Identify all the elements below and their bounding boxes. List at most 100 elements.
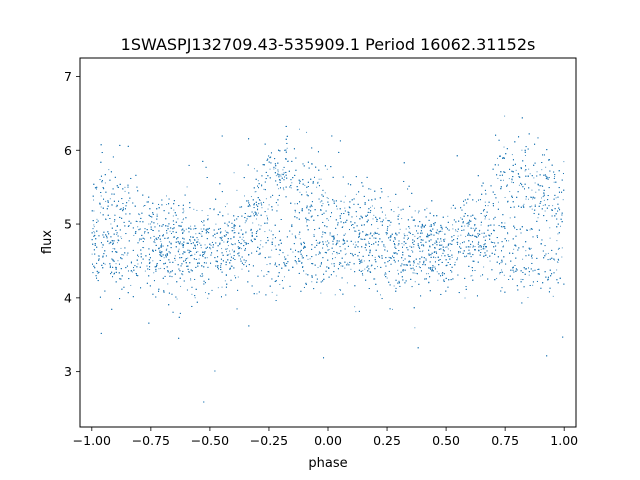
scatter-point xyxy=(160,253,162,255)
scatter-point xyxy=(460,217,462,219)
scatter-point xyxy=(544,210,546,212)
scatter-point xyxy=(425,258,427,260)
scatter-point xyxy=(93,224,95,226)
scatter-point xyxy=(271,291,273,293)
scatter-point xyxy=(379,294,381,296)
scatter-point xyxy=(562,199,564,201)
scatter-point xyxy=(397,269,399,271)
scatter-point xyxy=(385,217,387,219)
scatter-point xyxy=(418,266,420,268)
scatter-point xyxy=(166,237,168,239)
scatter-point xyxy=(280,175,282,177)
scatter-point xyxy=(554,176,556,178)
scatter-point xyxy=(114,214,116,216)
scatter-point xyxy=(361,259,363,261)
scatter-point xyxy=(384,214,386,216)
scatter-point xyxy=(299,238,301,240)
scatter-point xyxy=(237,276,239,278)
scatter-point xyxy=(474,228,476,230)
scatter-point xyxy=(242,236,244,238)
scatter-point xyxy=(336,208,338,210)
scatter-point xyxy=(464,297,466,299)
scatter-point xyxy=(308,219,310,221)
scatter-point xyxy=(191,293,193,295)
scatter-point xyxy=(438,233,440,235)
scatter-point xyxy=(190,225,192,227)
scatter-point xyxy=(417,237,419,239)
scatter-point xyxy=(407,239,409,241)
scatter-point xyxy=(534,197,536,199)
scatter-point xyxy=(414,210,416,212)
scatter-point xyxy=(371,205,373,207)
scatter-point xyxy=(344,254,346,256)
scatter-point xyxy=(194,253,196,255)
scatter-point xyxy=(188,249,190,251)
scatter-point xyxy=(120,236,122,238)
scatter-point xyxy=(391,308,393,310)
scatter-point xyxy=(133,234,135,236)
scatter-point xyxy=(521,149,523,151)
scatter-point xyxy=(534,204,536,206)
scatter-point xyxy=(426,207,428,209)
scatter-point xyxy=(269,168,271,170)
scatter-point xyxy=(272,238,274,240)
scatter-point xyxy=(94,232,96,234)
scatter-point xyxy=(542,196,544,198)
scatter-point xyxy=(364,268,366,270)
scatter-point xyxy=(354,306,356,308)
scatter-point xyxy=(520,278,522,280)
scatter-point xyxy=(202,275,204,277)
scatter-point xyxy=(271,249,273,251)
scatter-point xyxy=(344,267,346,269)
scatter-point xyxy=(257,180,259,182)
scatter-point xyxy=(326,168,328,170)
scatter-point xyxy=(363,238,365,240)
scatter-point xyxy=(413,246,415,248)
scatter-point xyxy=(317,181,319,183)
scatter-point xyxy=(431,234,433,236)
scatter-point xyxy=(190,279,192,281)
scatter-point xyxy=(152,229,154,231)
scatter-point xyxy=(376,218,378,220)
scatter-point xyxy=(386,277,388,279)
scatter-point xyxy=(259,199,261,201)
scatter-point xyxy=(217,287,219,289)
scatter-point xyxy=(100,206,102,208)
scatter-point xyxy=(194,297,196,299)
scatter-point xyxy=(227,213,229,215)
scatter-point xyxy=(109,198,111,200)
scatter-point xyxy=(344,233,346,235)
scatter-point xyxy=(193,208,195,210)
scatter-point xyxy=(275,175,277,177)
scatter-point xyxy=(529,229,531,231)
scatter-point xyxy=(393,285,395,287)
scatter-point xyxy=(124,190,126,192)
scatter-point xyxy=(197,239,199,241)
scatter-point xyxy=(277,204,279,206)
scatter-point xyxy=(265,198,267,200)
scatter-point xyxy=(120,247,122,249)
scatter-point xyxy=(374,256,376,258)
scatter-point xyxy=(457,231,459,233)
scatter-point xyxy=(215,223,217,225)
scatter-point xyxy=(178,248,180,250)
scatter-point xyxy=(231,249,233,251)
scatter-point xyxy=(301,257,303,259)
scatter-point xyxy=(268,271,270,273)
scatter-point xyxy=(169,272,171,274)
scatter-point xyxy=(398,214,400,216)
scatter-point xyxy=(532,198,534,200)
scatter-point xyxy=(437,279,439,281)
scatter-point xyxy=(350,268,352,270)
scatter-point xyxy=(210,244,212,246)
scatter-point xyxy=(278,188,280,190)
scatter-point xyxy=(386,227,388,229)
scatter-point xyxy=(369,233,371,235)
scatter-point xyxy=(481,232,483,234)
scatter-point xyxy=(329,234,331,236)
scatter-point xyxy=(291,233,293,235)
scatter-point xyxy=(298,233,300,235)
scatter-point xyxy=(213,208,215,210)
scatter-point xyxy=(421,251,423,253)
chart-title: 1SWASPJ132709.43-535909.1 Period 16062.3… xyxy=(121,35,536,54)
